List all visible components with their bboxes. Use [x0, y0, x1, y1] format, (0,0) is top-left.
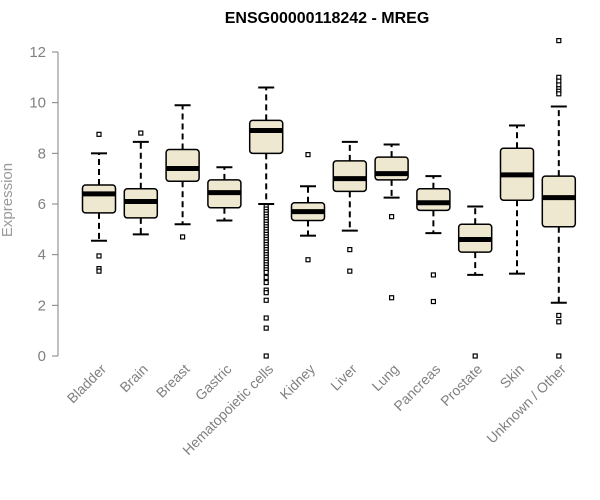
outlier-point — [556, 37, 562, 44]
outlier-point — [263, 353, 269, 359]
box-iqr — [165, 148, 200, 182]
y-tick-label: 4 — [38, 247, 46, 264]
x-tick-label: Liver — [327, 361, 360, 394]
outlier-point — [263, 269, 269, 275]
y-tick-label: 2 — [38, 297, 46, 314]
boxes-layer — [81, 37, 577, 359]
box-iqr — [374, 156, 409, 181]
outlier-point — [96, 253, 102, 259]
x-tick-label: Bladder — [64, 361, 110, 407]
outlier-point — [472, 353, 478, 359]
box-bladder — [81, 131, 117, 274]
outlier-point — [305, 257, 311, 263]
box-breast — [165, 104, 200, 240]
box-hematopoietic-cells — [248, 86, 284, 359]
y-tick-label: 12 — [29, 44, 46, 61]
box-iqr — [541, 175, 577, 228]
y-axis: 0 2 4 6 8 10 12 — [29, 44, 59, 365]
outlier-point — [556, 312, 562, 319]
y-tick-label: 10 — [29, 95, 46, 112]
x-tick-label: Skin — [497, 361, 528, 392]
outlier-point — [180, 234, 186, 240]
box-iqr — [248, 119, 284, 155]
outlier-point — [138, 130, 144, 136]
outlier-point — [430, 298, 436, 305]
outlier-point — [263, 290, 269, 296]
box-unknown-other — [541, 37, 577, 359]
box-kidney — [290, 152, 326, 263]
outlier-point — [96, 268, 102, 274]
outlier-point — [263, 297, 269, 303]
outlier-point — [556, 353, 562, 359]
outlier-point — [389, 295, 395, 301]
outlier-point — [556, 319, 562, 325]
outlier-point — [347, 268, 353, 274]
box-lung — [374, 143, 409, 301]
box-gastric — [207, 166, 242, 222]
box-skin — [499, 124, 535, 275]
x-tick-label: Breast — [153, 361, 193, 401]
outlier-point — [389, 214, 395, 220]
x-tick-label: Unknown / Other — [483, 361, 569, 447]
outlier-point — [347, 247, 353, 253]
y-tick-label: 8 — [38, 145, 46, 162]
outlier-point — [263, 279, 269, 286]
outlier-point — [263, 325, 269, 331]
outlier-point — [96, 131, 102, 137]
box-iqr — [416, 188, 451, 212]
box-brain — [123, 130, 159, 236]
x-tick-label: Lung — [368, 361, 401, 394]
outlier-point — [263, 315, 269, 321]
outlier-point — [263, 274, 269, 281]
y-axis-label: Expression — [0, 163, 16, 237]
box-prostate — [457, 205, 493, 359]
outlier-point — [556, 91, 562, 97]
box-liver — [332, 140, 368, 274]
outlier-point — [305, 152, 311, 158]
outlier-point — [430, 272, 436, 278]
box-iqr — [332, 160, 368, 193]
y-tick-label: 0 — [38, 348, 46, 365]
box-pancreas — [416, 175, 451, 305]
box-iqr — [81, 184, 117, 214]
chart-title: ENSG00000118242 - MREG — [225, 10, 430, 27]
y-tick-label: 6 — [38, 196, 46, 213]
x-tick-label: Kidney — [277, 361, 319, 403]
x-tick-label: Prostate — [437, 361, 485, 409]
x-tick-label: Brain — [116, 361, 150, 395]
